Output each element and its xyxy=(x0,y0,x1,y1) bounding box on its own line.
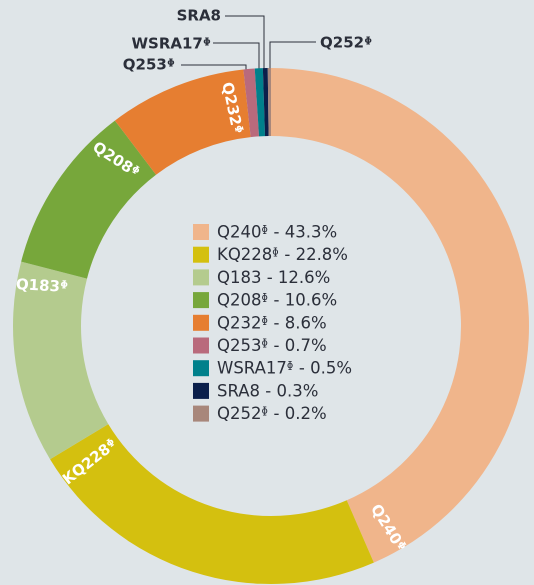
donut-segment xyxy=(50,424,374,584)
slice-label: SRA8 xyxy=(177,7,221,25)
leader-line xyxy=(213,42,260,72)
legend-label: Q240ᶲ - 43.3% xyxy=(217,223,337,242)
legend-label: Q252ᶲ - 0.2% xyxy=(217,404,327,423)
legend-label: Q253ᶲ - 0.7% xyxy=(217,336,327,355)
legend-swatch xyxy=(193,360,209,377)
legend-swatch xyxy=(193,224,209,240)
legend-swatch xyxy=(193,269,209,286)
legend-swatch xyxy=(193,314,209,331)
legend-label: WSRA17ᶲ - 0.5% xyxy=(217,359,352,378)
donut-segment xyxy=(271,68,530,563)
legend-label: Q232ᶲ - 8.6% xyxy=(217,313,327,332)
legend-swatch xyxy=(193,405,209,422)
legend-swatch xyxy=(193,382,209,399)
leader-line xyxy=(225,15,265,72)
legend-label: Q208ᶲ - 10.6% xyxy=(217,291,337,310)
legend-label: KQ228ᶲ - 22.8% xyxy=(217,245,348,264)
legend-swatch xyxy=(193,292,209,309)
donut-segment xyxy=(254,68,266,137)
legend-swatch xyxy=(193,246,209,263)
donut-segment xyxy=(21,120,157,279)
donut-segment xyxy=(114,69,251,175)
donut-segment xyxy=(243,68,260,138)
slice-label: WSRA17ᶲ xyxy=(131,35,211,53)
slice-label: Q253ᶲ xyxy=(123,56,175,74)
legend-label: Q183 - 12.6% xyxy=(217,268,330,287)
segment-label: Q183ᶲ xyxy=(15,275,68,296)
donut-segment xyxy=(267,68,271,137)
legend-swatch xyxy=(193,337,209,354)
leader-line xyxy=(269,41,316,72)
legend-label: SRA8 - 0.3% xyxy=(217,381,318,400)
donut-segment xyxy=(262,68,269,137)
donut-segment xyxy=(12,261,109,460)
slice-label: Q252ᶲ xyxy=(320,34,372,52)
